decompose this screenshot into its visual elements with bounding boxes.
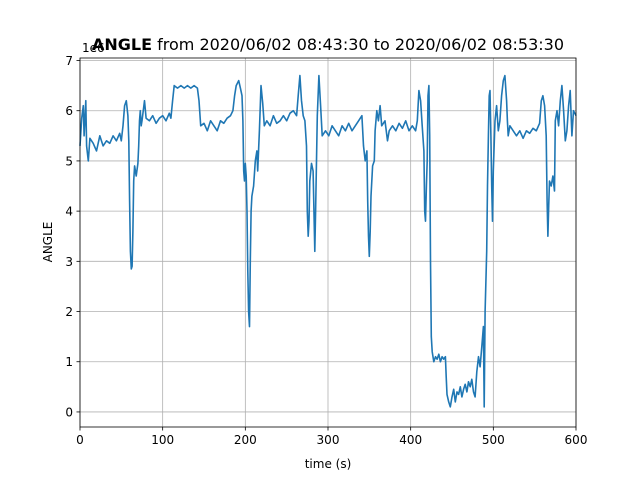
x-tick-label: 600 bbox=[565, 433, 588, 447]
x-tick-label: 300 bbox=[317, 433, 340, 447]
x-tick-label: 500 bbox=[482, 433, 505, 447]
x-tick-label: 400 bbox=[399, 433, 422, 447]
x-axis-ticks: 0 100 200 300 400 500 600 bbox=[76, 427, 587, 447]
y-tick-label: 7 bbox=[65, 54, 73, 68]
chart-title: ANGLE from 2020/06/02 08:43:30 to 2020/0… bbox=[92, 35, 564, 54]
chart-title-bold: ANGLE bbox=[92, 35, 152, 54]
y-tick-label: 0 bbox=[65, 405, 73, 419]
x-tick-label: 200 bbox=[234, 433, 257, 447]
y-tick-label: 4 bbox=[65, 205, 73, 219]
x-axis-label: time (s) bbox=[305, 457, 352, 471]
y-offset-label: 1e6 bbox=[82, 41, 105, 55]
y-axis-label: ANGLE bbox=[41, 222, 55, 263]
y-tick-label: 1 bbox=[65, 355, 73, 369]
y-axis-ticks: 0 1 2 3 4 5 6 7 bbox=[65, 54, 80, 419]
y-tick-label: 2 bbox=[65, 305, 73, 319]
y-tick-label: 5 bbox=[65, 154, 73, 168]
x-tick-label: 0 bbox=[76, 433, 84, 447]
series-line-angle bbox=[79, 74, 577, 408]
x-tick-label: 100 bbox=[151, 433, 174, 447]
y-tick-label: 6 bbox=[65, 104, 73, 118]
y-tick-label: 3 bbox=[65, 255, 73, 269]
chart-title-rest: from 2020/06/02 08:43:30 to 2020/06/02 0… bbox=[152, 35, 564, 54]
grid-lines bbox=[79, 58, 577, 427]
